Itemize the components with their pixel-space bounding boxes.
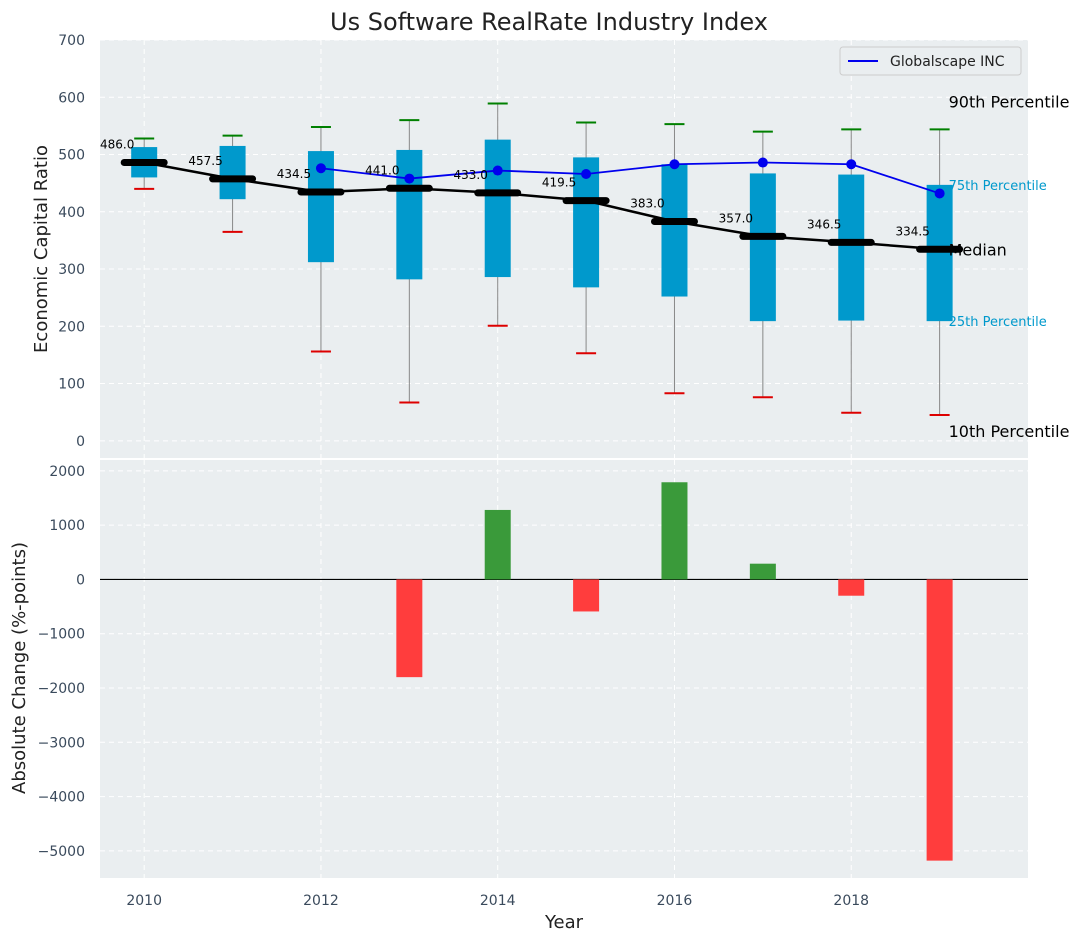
label-10th-percentile: 10th Percentile xyxy=(949,422,1070,441)
legend-box xyxy=(839,46,1022,76)
change-bar xyxy=(661,482,688,580)
top-y-tick-label: 200 xyxy=(58,319,85,335)
label-25th-percentile: 25th Percentile xyxy=(949,315,1047,330)
iqr-box xyxy=(661,164,688,297)
top-y-axis-title: Economic Capital Ratio xyxy=(31,145,52,353)
company-line xyxy=(320,161,940,195)
iqr-box xyxy=(484,139,511,278)
median-value-label: 486.0 xyxy=(100,138,134,152)
label-75th-percentile: 75th Percentile xyxy=(949,179,1047,194)
median-value-label: 457.5 xyxy=(188,154,222,168)
change-bar xyxy=(749,563,776,580)
x-tick-label: 2012 xyxy=(303,893,339,909)
chart-labels: 2010 2012 2014 2016 2018 0 100 200 300 400 500 600 7… xyxy=(38,33,1070,909)
company-point xyxy=(846,159,857,170)
company-point xyxy=(492,165,503,176)
chart-title: Us Software RealRate Industry Index xyxy=(330,8,768,36)
median-trend-line xyxy=(143,161,940,251)
company-point xyxy=(669,159,680,170)
change-bar xyxy=(396,579,423,678)
top-y-tick-label: 500 xyxy=(58,148,85,164)
iqr-box xyxy=(838,174,865,321)
company-point xyxy=(315,163,326,174)
legend-entry-globalscape: Globalscape INC xyxy=(890,54,1005,70)
change-bar xyxy=(926,579,953,861)
bottom-y-tick-label: −3000 xyxy=(38,735,85,751)
x-tick-label: 2010 xyxy=(126,893,162,909)
label-median: Median xyxy=(949,240,1007,259)
label-90th-percentile: 90th Percentile xyxy=(949,92,1070,111)
top-plot-area xyxy=(100,40,1028,458)
company-point xyxy=(934,188,945,199)
median-value-label: 357.0 xyxy=(719,211,753,225)
top-y-tick-label: 0 xyxy=(76,434,85,450)
company-point xyxy=(757,157,768,168)
change-bar xyxy=(838,579,865,596)
x-tick-label: 2014 xyxy=(480,893,516,909)
median-value-label: 383.0 xyxy=(630,197,664,211)
x-tick-label: 2016 xyxy=(657,893,693,909)
iqr-box xyxy=(926,184,953,322)
top-y-tick-label: 300 xyxy=(58,262,85,278)
iqr-box xyxy=(396,149,423,280)
bottom-y-tick-label: −1000 xyxy=(38,627,85,643)
median-value-label: 434.5 xyxy=(277,167,311,181)
x-tick-label: 2018 xyxy=(833,893,869,909)
bottom-y-tick-label: −5000 xyxy=(38,844,85,860)
company-point xyxy=(581,168,592,179)
bottom-y-tick-label: −4000 xyxy=(38,790,85,806)
bottom-y-axis-title: Absolute Change (%-points) xyxy=(9,542,30,794)
median-value-label: 433.0 xyxy=(454,168,488,182)
median-value-label: 419.5 xyxy=(542,176,576,190)
x-axis-title: Year xyxy=(544,912,584,933)
bottom-y-tick-label: 2000 xyxy=(49,464,85,480)
change-bar xyxy=(484,509,511,580)
top-y-tick-label: 600 xyxy=(58,90,85,106)
bottom-y-tick-label: −2000 xyxy=(38,681,85,697)
median-value-label: 334.5 xyxy=(895,224,929,238)
legend: Globalscape INC xyxy=(839,46,1022,76)
median-value-label: 441.0 xyxy=(365,163,399,177)
company-point xyxy=(404,173,415,184)
top-y-tick-label: 400 xyxy=(58,205,85,221)
bottom-y-tick-label: 0 xyxy=(76,572,85,588)
top-y-tick-label: 700 xyxy=(58,33,85,49)
bottom-plot-area xyxy=(100,460,1028,878)
bottom-y-tick-label: 1000 xyxy=(49,518,85,534)
top-y-tick-label: 100 xyxy=(58,377,85,393)
iqr-box xyxy=(219,145,246,200)
iqr-box xyxy=(749,173,776,322)
median-value-label: 346.5 xyxy=(807,217,841,231)
chart-marks xyxy=(100,102,1028,861)
iqr-box xyxy=(573,157,600,288)
change-bar xyxy=(573,579,600,612)
